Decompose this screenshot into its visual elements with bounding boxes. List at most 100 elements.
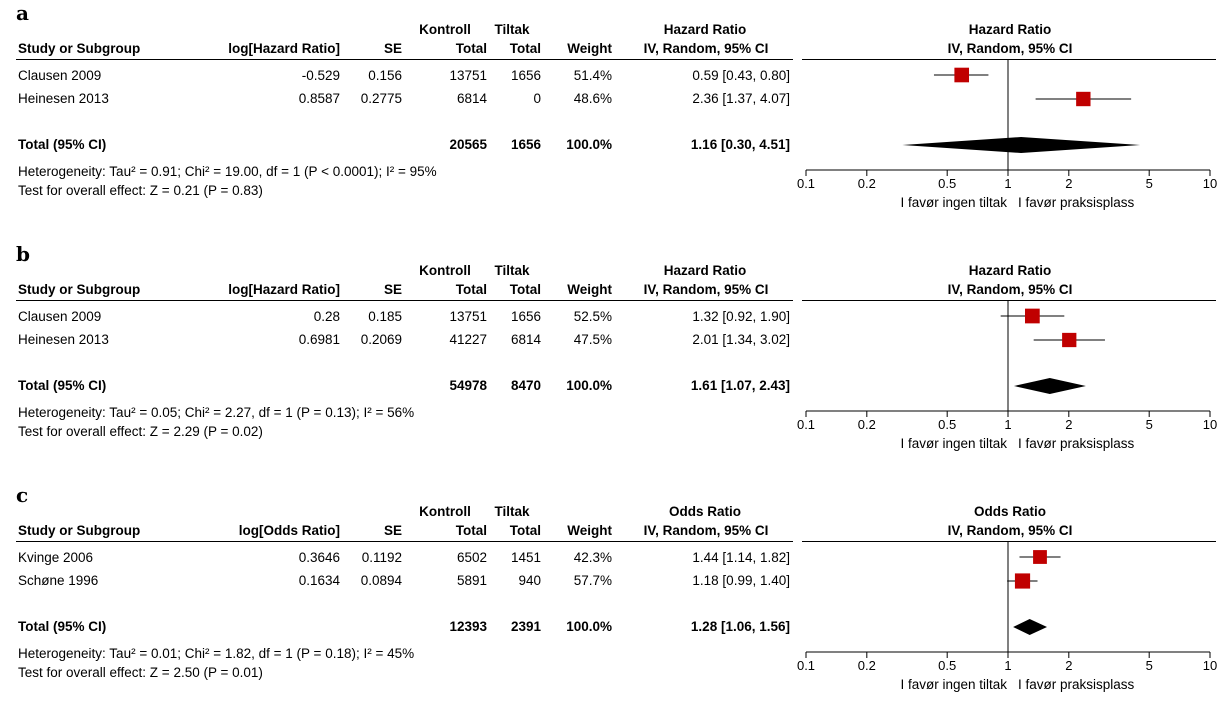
total-n-tiltak: 8470 (510, 378, 541, 393)
study-ci: 0.59 [0.43, 0.80] (692, 68, 790, 83)
study-weight: 51.4% (573, 68, 612, 83)
study-name: Schøne 1996 (18, 573, 99, 588)
x-axis-tick-label: 0.2 (858, 417, 876, 432)
favor-left-label: I favør ingen tiltak (900, 436, 1007, 451)
x-axis-tick-label: 0.2 (858, 658, 876, 673)
panel-letter: b (16, 242, 30, 266)
header-se: SE (383, 282, 402, 297)
header-study: Study or Subgroup (18, 282, 141, 297)
study-n-tiltak: 0 (533, 91, 541, 106)
header-method: IV, Random, 95% CI (643, 41, 769, 56)
study-se: 0.0894 (360, 573, 402, 588)
study-point-square (1076, 91, 1091, 107)
study-se: 0.2775 (360, 91, 402, 106)
total-n-tiltak: 1656 (510, 137, 541, 152)
x-axis-tick-label: 1 (1004, 658, 1011, 673)
study-point-square (1033, 550, 1047, 564)
study-weight: 48.6% (573, 91, 612, 106)
header-total-tiltak: Total (509, 41, 541, 56)
x-axis-tick-label: 0.1 (797, 176, 815, 191)
study-se: 0.156 (368, 68, 402, 83)
header-kontroll: Kontroll (419, 263, 471, 278)
header-rule-plot (802, 300, 1216, 301)
header-weight: Weight (567, 41, 612, 56)
favor-right-label: I favør praksisplass (1018, 677, 1135, 692)
forest-panel-c: c Kontroll Tiltak Odds Ratio Study or Su… (0, 482, 1222, 714)
header-kontroll: Kontroll (419, 22, 471, 37)
plot-header-ratio: Hazard Ratio (968, 22, 1052, 37)
favor-left-label: I favør ingen tiltak (900, 195, 1007, 210)
header-study: Study or Subgroup (18, 41, 141, 56)
header-ratio: Hazard Ratio (663, 263, 747, 278)
study-point-square (954, 67, 970, 83)
header-total-kontroll: Total (455, 282, 487, 297)
overall-effect-text: Test for overall effect: Z = 2.29 (P = 0… (18, 424, 263, 439)
total-n-kontroll: 20565 (449, 137, 487, 152)
panel-letter: a (16, 1, 29, 25)
pooled-diamond (1013, 619, 1048, 635)
study-ci: 1.44 [1.14, 1.82] (692, 550, 790, 565)
x-axis-tick-label: 0.5 (938, 417, 956, 432)
header-tiltak: Tiltak (494, 504, 530, 519)
panel-letter: c (16, 483, 29, 507)
total-ci: 1.28 [1.06, 1.56] (690, 619, 790, 634)
x-axis-tick-label: 5 (1146, 176, 1153, 191)
total-label: Total (95% CI) (18, 619, 107, 634)
pooled-diamond (902, 137, 1141, 153)
study-n-kontroll: 13751 (449, 309, 487, 324)
header-weight: Weight (567, 523, 612, 538)
study-ci: 1.32 [0.92, 1.90] (692, 309, 790, 324)
header-ratio: Hazard Ratio (663, 22, 747, 37)
header-ratio: Odds Ratio (668, 504, 741, 519)
favor-left-label: I favør ingen tiltak (900, 677, 1007, 692)
x-axis-tick-label: 10 (1203, 417, 1217, 432)
x-axis-tick-label: 2 (1065, 658, 1072, 673)
forest-panel-a: a Kontroll Tiltak Hazard Ratio Study or … (0, 0, 1222, 232)
study-se: 0.1192 (361, 550, 402, 565)
header-log: log[Odds Ratio] (238, 523, 340, 538)
header-tiltak: Tiltak (494, 263, 530, 278)
plot-header-method: IV, Random, 95% CI (947, 41, 1073, 56)
overall-effect-text: Test for overall effect: Z = 0.21 (P = 0… (18, 183, 263, 198)
forest-panel-b: b Kontroll Tiltak Hazard Ratio Study or … (0, 241, 1222, 473)
total-weight: 100.0% (566, 619, 612, 634)
x-axis-tick-label: 5 (1146, 417, 1153, 432)
study-n-tiltak: 1656 (510, 309, 541, 324)
study-se: 0.2069 (360, 332, 402, 347)
pooled-diamond (1013, 378, 1086, 394)
x-axis-tick-label: 0.2 (858, 176, 876, 191)
favor-right-label: I favør praksisplass (1018, 436, 1135, 451)
forest-plot: 0.1 0.2 0.5 1 2 5 10 (797, 542, 1217, 673)
x-axis-tick-label: 2 (1065, 417, 1072, 432)
study-log: -0.529 (301, 68, 340, 83)
x-axis-tick-label: 0.1 (797, 658, 815, 673)
study-ci: 1.18 [0.99, 1.40] (692, 573, 790, 588)
plot-header-method: IV, Random, 95% CI (947, 523, 1073, 538)
study-weight: 52.5% (573, 309, 612, 324)
heterogeneity-text: Heterogeneity: Tau² = 0.05; Chi² = 2.27,… (18, 405, 415, 420)
study-name: Heinesen 2013 (18, 332, 109, 347)
total-n-kontroll: 54978 (449, 378, 487, 393)
study-log: 0.8587 (298, 91, 340, 106)
study-weight: 47.5% (573, 332, 612, 347)
total-ci: 1.61 [1.07, 2.43] (690, 378, 790, 393)
study-weight: 57.7% (573, 573, 612, 588)
overall-effect-text: Test for overall effect: Z = 2.50 (P = 0… (18, 665, 263, 680)
total-n-kontroll: 12393 (449, 619, 487, 634)
heterogeneity-text: Heterogeneity: Tau² = 0.91; Chi² = 19.00… (18, 164, 437, 179)
study-n-kontroll: 6814 (456, 91, 487, 106)
study-weight: 42.3% (573, 550, 612, 565)
header-total-kontroll: Total (455, 523, 487, 538)
header-total-tiltak: Total (509, 282, 541, 297)
header-rule-plot (802, 59, 1216, 60)
study-name: Kvinge 2006 (18, 550, 94, 565)
header-total-kontroll: Total (455, 41, 487, 56)
header-kontroll: Kontroll (419, 504, 471, 519)
forest-plot: 0.1 0.2 0.5 1 2 5 10 (797, 60, 1217, 191)
header-log: log[Hazard Ratio] (228, 282, 340, 297)
header-rule (16, 300, 793, 301)
study-ci: 2.36 [1.37, 4.07] (692, 91, 790, 106)
header-se: SE (383, 523, 402, 538)
header-study: Study or Subgroup (18, 523, 141, 538)
x-axis-tick-label: 1 (1004, 417, 1011, 432)
